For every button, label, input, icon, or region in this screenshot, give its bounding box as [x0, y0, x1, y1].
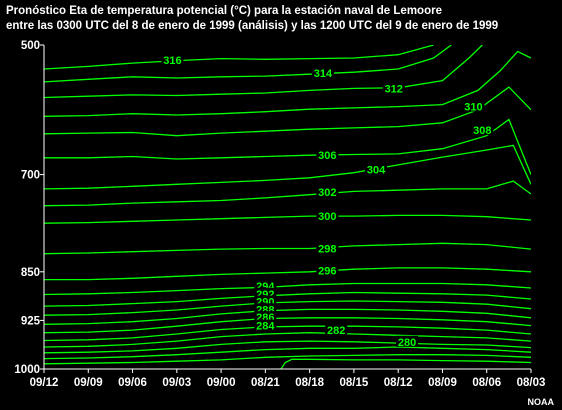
- y-tick-label-850: 850: [21, 267, 40, 279]
- contour-line-298: [44, 242, 531, 255]
- contour-label-bg-280: [396, 335, 419, 347]
- contour-line-288: [44, 308, 531, 325]
- contour-label-310: 310: [464, 102, 482, 114]
- contour-label-bg-282: [325, 324, 348, 336]
- contour-label-bg-316: [161, 53, 184, 65]
- chart-title-line-2: entre las 0300 UTC del 8 de enero de 199…: [6, 20, 499, 32]
- contour-label-282: 282: [327, 325, 345, 337]
- chart-title: Pronóstico Eta de temperatura potencial …: [6, 4, 558, 34]
- contour-line-312: [44, 45, 483, 99]
- contour-line-unlabeled-20: [44, 354, 531, 365]
- contour-line-308: [44, 86, 531, 137]
- chart-axes: [43, 45, 531, 370]
- contour-label-bg-296: [316, 264, 339, 276]
- x-tick-label-0: 09/12: [30, 377, 59, 389]
- contour-line-306: [44, 118, 531, 175]
- contour-line-292: [44, 291, 531, 307]
- contour-label-bg-304: [365, 163, 388, 175]
- contour-line-290: [44, 300, 531, 316]
- contour-line-316: [44, 45, 434, 70]
- contour-label-bg-300: [316, 210, 339, 222]
- y-tick-label-500: 500: [21, 40, 40, 52]
- contour-line-302: [44, 180, 531, 207]
- x-tick-label-4: 09/00: [207, 377, 236, 389]
- contour-label-304: 304: [367, 164, 386, 176]
- chart-title-line-1: Pronóstico Eta de temperatura potencial …: [6, 5, 442, 17]
- contour-labels: 3163143123103083063043023002982962942922…: [161, 53, 494, 349]
- contour-label-bg-298: [316, 242, 339, 254]
- contour-label-296: 296: [318, 266, 336, 278]
- contour-label-bg-310: [462, 100, 485, 112]
- x-tick-label-5: 08/21: [251, 377, 280, 389]
- x-tick-label-9: 08/09: [428, 377, 457, 389]
- contour-label-bg-292: [254, 287, 277, 299]
- y-tick-label-700: 700: [21, 170, 40, 182]
- contour-label-316: 316: [163, 55, 181, 67]
- contour-label-302: 302: [318, 187, 336, 199]
- contour-line-282: [44, 332, 531, 348]
- contour-label-bg-312: [382, 82, 405, 94]
- contour-line-294: [44, 282, 531, 296]
- contour-line-unlabeled-21: [280, 358, 531, 369]
- contour-line-300: [44, 214, 531, 224]
- contour-lines: [44, 45, 531, 369]
- contour-label-312: 312: [385, 83, 403, 95]
- credit-label: NOAA: [527, 397, 555, 407]
- contour-label-bg-302: [316, 186, 339, 198]
- x-tick-label-6: 08/18: [295, 377, 324, 389]
- contour-line-310: [44, 50, 531, 117]
- x-tick-label-3: 09/03: [162, 377, 191, 389]
- contour-line-280: [44, 346, 531, 360]
- contour-label-280: 280: [398, 337, 416, 349]
- contour-line-286: [44, 317, 531, 334]
- x-tick-label-11: 08/03: [517, 377, 546, 389]
- contour-label-bg-284: [254, 319, 277, 331]
- x-tick-label-2: 09/06: [118, 377, 147, 389]
- contour-label-bg-314: [311, 66, 334, 78]
- contour-label-bg-308: [471, 123, 494, 135]
- x-tick-label-10: 08/06: [472, 377, 501, 389]
- contour-label-298: 298: [318, 243, 336, 255]
- x-tick-label-8: 08/12: [384, 377, 413, 389]
- y-tick-label-925: 925: [21, 315, 41, 327]
- contour-label-bg-306: [316, 149, 339, 161]
- x-tick-label-7: 08/15: [340, 377, 369, 389]
- y-axis-ticks: 500 700 850 925 1000: [14, 40, 44, 376]
- contour-line-304: [44, 144, 531, 190]
- contour-label-284: 284: [256, 321, 275, 333]
- contour-line-284: [44, 325, 531, 342]
- contour-label-bg-294: [254, 280, 277, 292]
- contour-line-296: [44, 267, 531, 281]
- contour-label-bg-286: [254, 311, 277, 323]
- y-tick-label-1000: 1000: [14, 364, 40, 376]
- contour-label-306: 306: [318, 150, 336, 162]
- contour-label-bg-290: [254, 295, 277, 307]
- x-tick-label-1: 09/09: [74, 377, 103, 389]
- contour-label-314: 314: [314, 68, 333, 80]
- x-axis-ticks: 09/12 09/09 09/06 09/03 09/00 08/21 08/18 08/15…: [30, 369, 546, 389]
- contour-label-bg-288: [254, 303, 277, 315]
- contour-line-314: [44, 45, 452, 83]
- contour-label-300: 300: [318, 211, 336, 223]
- contour-line-unlabeled-18: [44, 340, 531, 354]
- contour-label-308: 308: [473, 125, 491, 137]
